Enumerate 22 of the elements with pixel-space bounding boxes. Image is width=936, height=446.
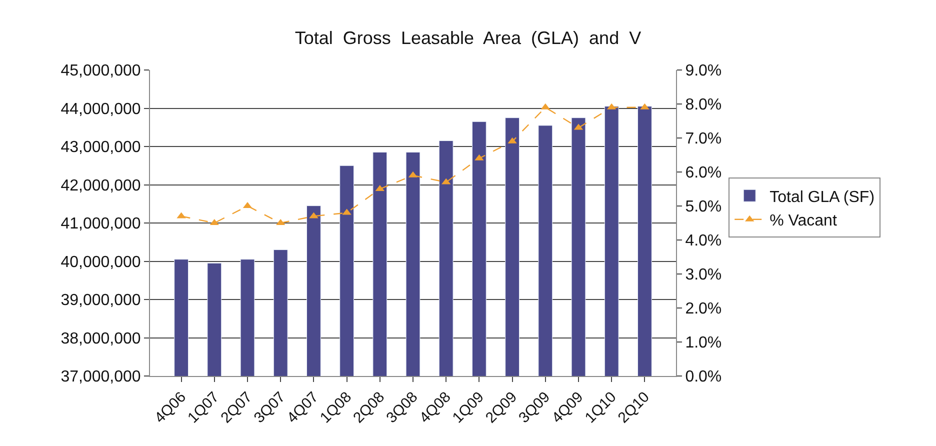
y2-tick-label: 1.0% (685, 334, 722, 352)
y-tick-label: 45,000,000 (60, 62, 141, 80)
y2-tick-label: 0.0% (685, 368, 722, 386)
y-tick-label: 43,000,000 (60, 139, 141, 156)
y2-tick-label: 6.0% (685, 164, 722, 182)
y-tick-label: 41,000,000 (60, 216, 141, 233)
chart-title: Total Gross Leasable Area (GLA) and V (294, 28, 642, 48)
y-tick-label: 38,000,000 (60, 330, 141, 348)
legend-label: % Vacant (770, 212, 838, 230)
y2-tick-label: 4.0% (685, 232, 722, 250)
y-tick-label: 37,000,000 (60, 368, 141, 386)
y2-tick-label: 2.0% (685, 300, 722, 318)
y-tick-label: 39,000,000 (60, 292, 141, 310)
y2-tick-label: 3.0% (685, 266, 722, 284)
y-tick-label: 40,000,000 (60, 254, 141, 271)
y2-tick-label: 8.0% (685, 96, 722, 114)
y2-tick-label: 7.0% (685, 130, 722, 148)
y-tick-label: 44,000,000 (60, 100, 141, 118)
y-tick-label: 42,000,000 (60, 177, 141, 194)
legend-label: Total GLA (SF) (770, 188, 875, 206)
y2-tick-label: 9.0% (685, 62, 722, 80)
y2-tick-label: 5.0% (685, 198, 722, 216)
